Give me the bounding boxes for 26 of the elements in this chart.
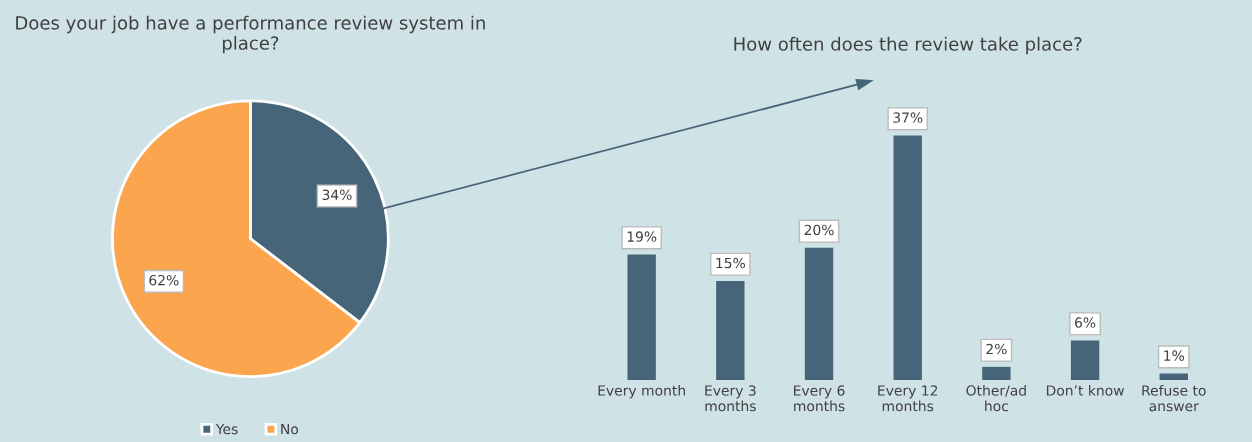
bar [1070,340,1100,381]
x-tick-label: Refuse to answer [1142,384,1206,412]
data-label: 2% [986,343,1007,355]
x-tick-label: Other/ad hoc [966,384,1026,412]
data-label: 37% [893,112,923,123]
data-label: 20% [804,224,834,236]
data-label: 62% [149,274,179,286]
data-label: 15% [716,257,745,269]
data-label: 6% [1075,317,1096,328]
legend-label: Yes [215,423,238,435]
x-tick-label: Every 3 months [705,385,756,412]
data-label: 1% [1164,350,1184,361]
data-label: 34% [322,189,352,201]
bar [627,254,656,381]
data-label: 19% [627,231,657,242]
bar [716,280,745,381]
chart-title: Does your job have a performance review system in place? [16,15,485,54]
x-tick-label: Don’t know [1046,384,1124,396]
bar [982,366,1011,381]
bar [893,135,922,381]
x-tick-label: Every 6 months [794,385,845,412]
bar [804,247,834,381]
chart-title: How often does the review take place? [734,36,1082,55]
legend-label: No [281,423,299,435]
x-tick-label: Every 12 months [878,385,938,412]
x-tick-label: Every month [598,384,685,399]
